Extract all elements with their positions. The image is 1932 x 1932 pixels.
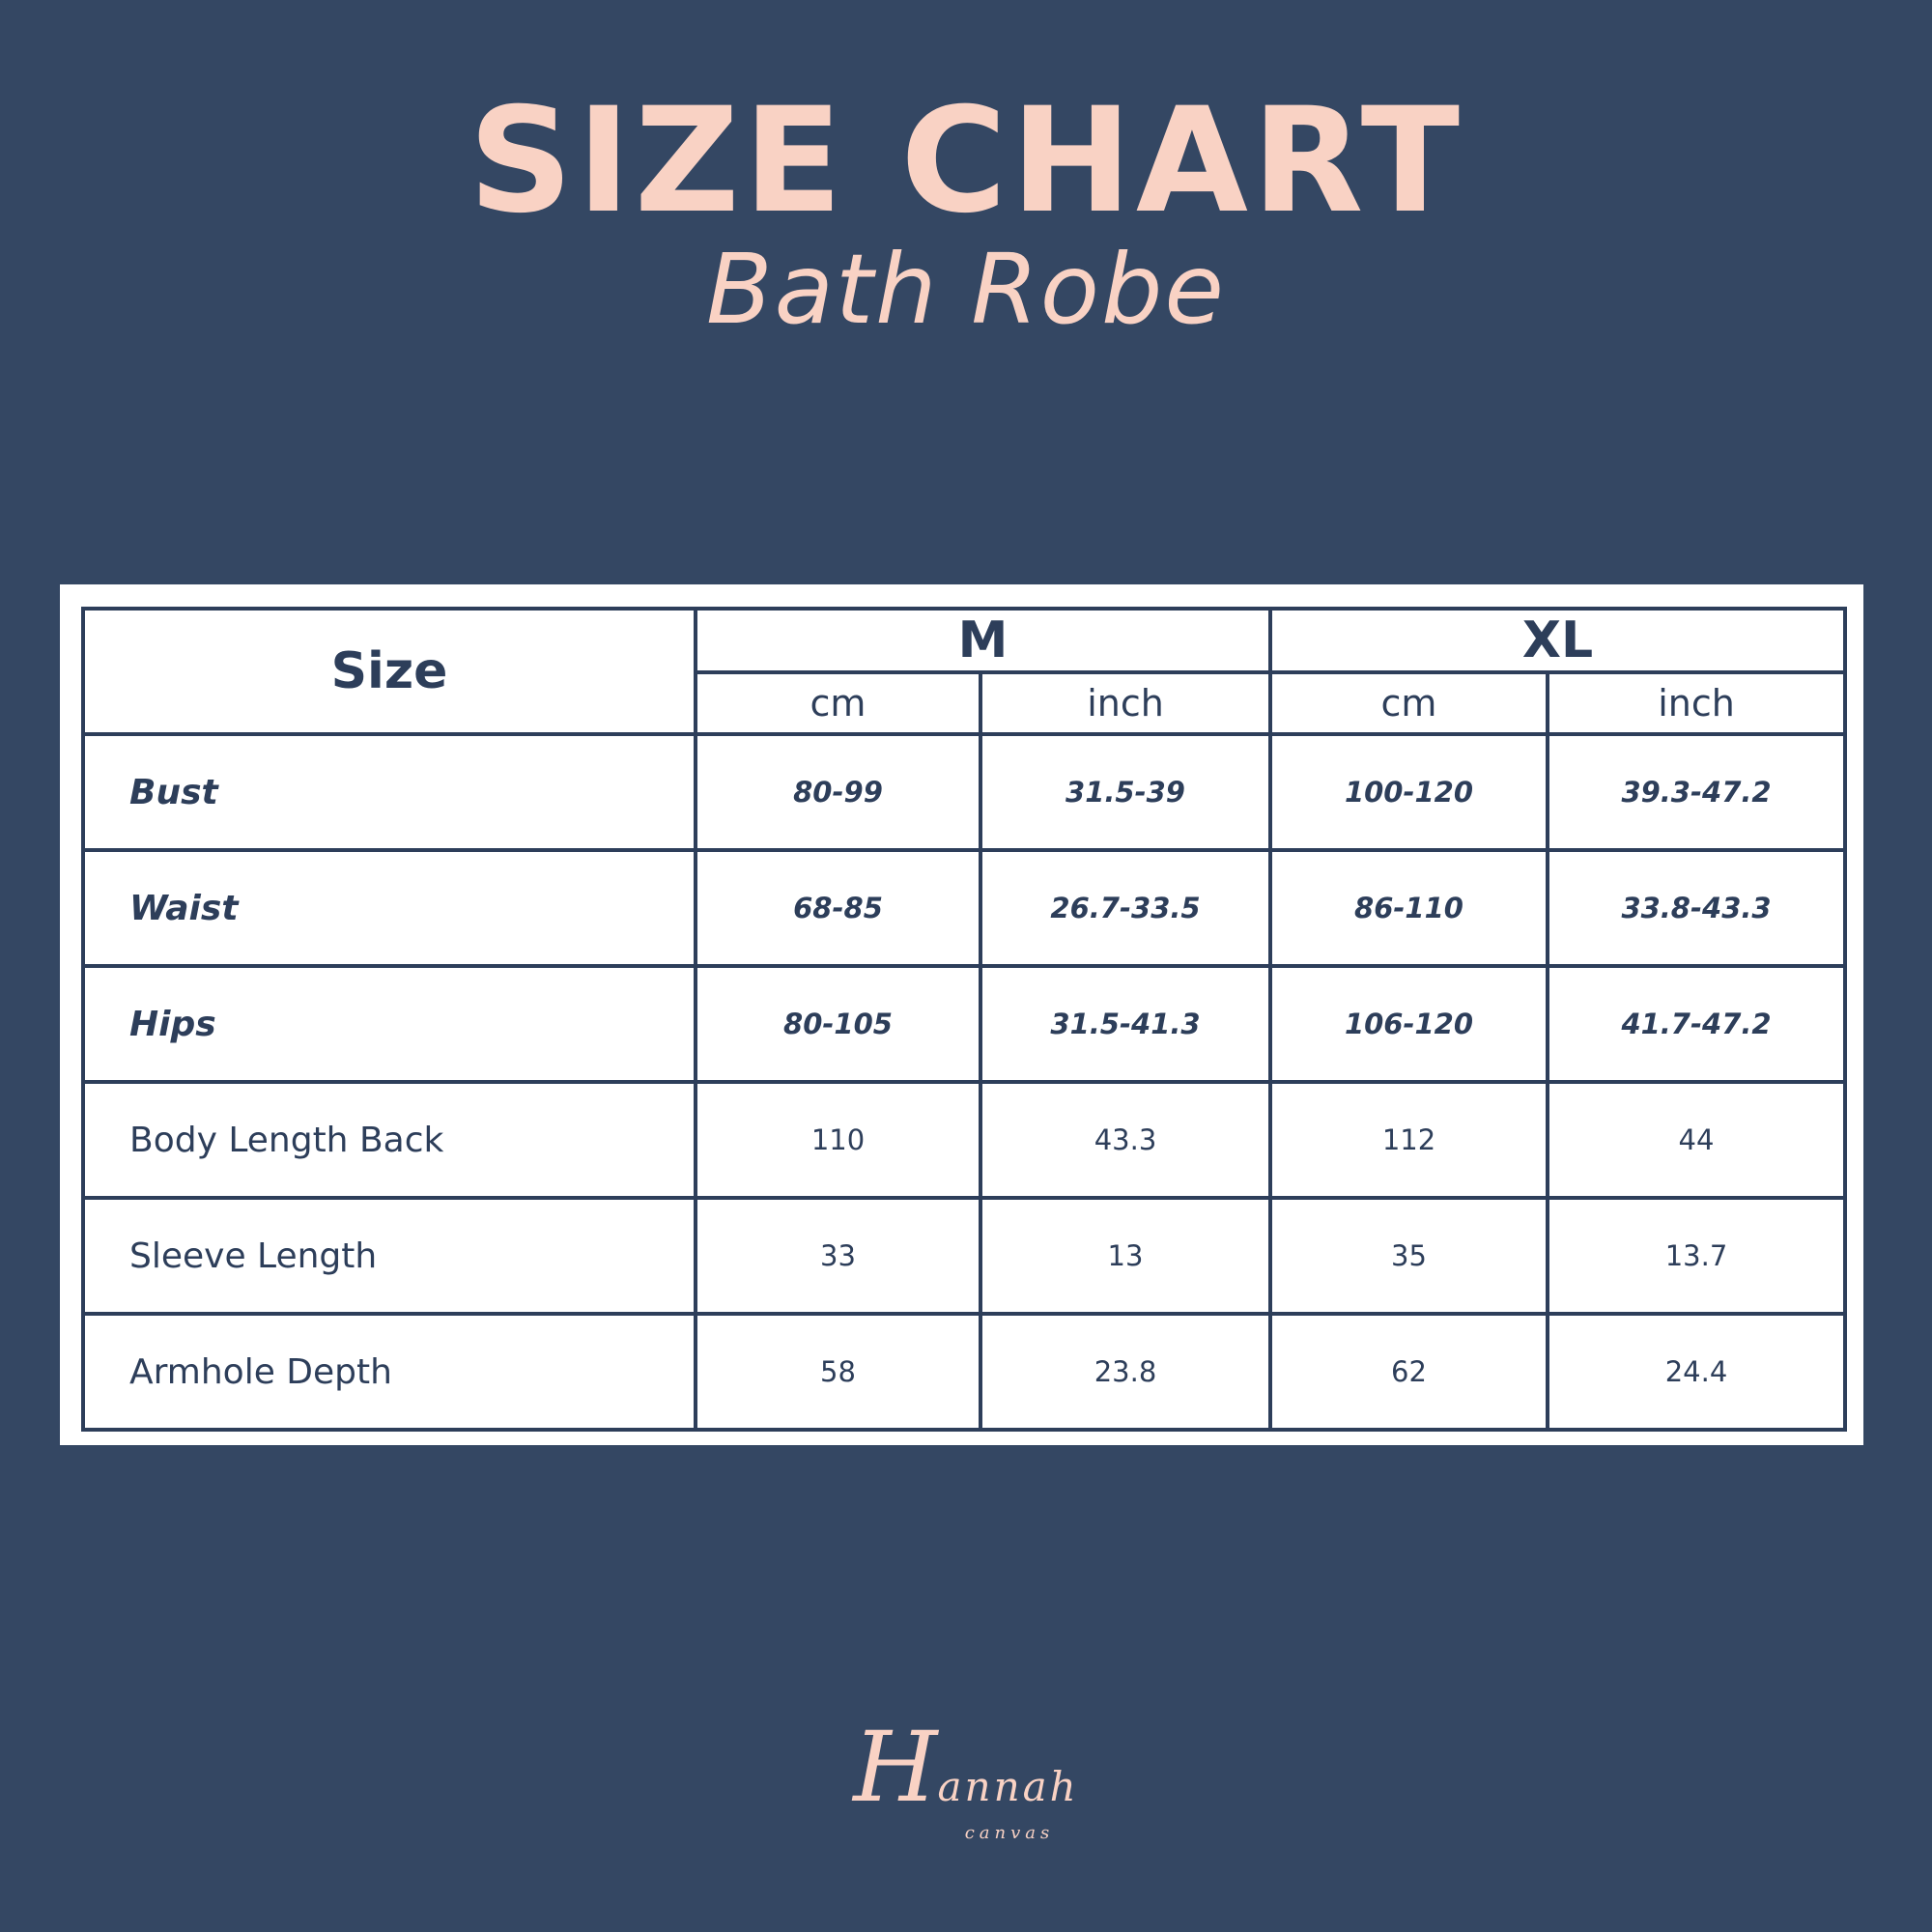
table-row: Body Length Back 110 43.3 112 44 [81,1080,1848,1200]
table-cell: 26.7-33.5 [979,848,1272,968]
size-header: Size [81,607,697,736]
table-row: Hips 80-105 31.5-41.3 106-120 41.7-47.2 [81,964,1848,1084]
table-row: Waist 68-85 26.7-33.5 86-110 33.8-43.3 [81,848,1848,968]
row-label: Bust [81,732,697,852]
table-cell: 80-105 [694,964,982,1084]
table-cell: 33.8-43.3 [1545,848,1848,968]
group-header-m: M [694,607,1272,674]
table-row: Sleeve Length 33 13 35 13.7 [81,1196,1848,1316]
table-cell: 58 [694,1312,982,1432]
table-cell: 80-99 [694,732,982,852]
logo-sub: canvas [964,1823,1055,1843]
unit-header: inch [979,670,1272,736]
table-cell: 110 [694,1080,982,1200]
page-subtitle: Bath Robe [706,233,1226,346]
table-cell: 13 [979,1196,1272,1316]
table-cell: 24.4 [1545,1312,1848,1432]
table-row: Armhole Depth 58 23.8 62 24.4 [81,1312,1848,1432]
size-table: Size M XL cm inch cm inch Bust 80-99 31.5-… [81,607,1848,1432]
row-label: Sleeve Length [81,1196,697,1316]
table-row: Bust 80-99 31.5-39 100-120 39.3-47.2 [81,732,1848,852]
table-cell: 44 [1545,1080,1848,1200]
page-title: SIZE CHART [468,77,1464,245]
row-label: Armhole Depth [81,1312,697,1432]
table-cell: 35 [1268,1196,1549,1316]
row-label: Waist [81,848,697,968]
unit-header: cm [1268,670,1549,736]
row-label: Hips [81,964,697,1084]
table-cell: 33 [694,1196,982,1316]
table-cell: 112 [1268,1080,1549,1200]
table-cell: 100-120 [1268,732,1549,852]
table-cell: 39.3-47.2 [1545,732,1848,852]
table-cell: 62 [1268,1312,1549,1432]
group-header-xl: XL [1267,607,1848,674]
table-cell: 41.7-47.2 [1545,964,1848,1084]
row-label: Body Length Back [81,1080,697,1200]
logo-name: annah [937,1763,1079,1810]
table-cell: 31.5-39 [979,732,1272,852]
unit-header: cm [694,670,982,736]
logo-initial: H [853,1711,938,1824]
table-cell: 13.7 [1545,1196,1848,1316]
unit-header: inch [1545,670,1848,736]
table-cell: 31.5-41.3 [979,964,1272,1084]
table-cell: 106-120 [1268,964,1549,1084]
table-cell: 23.8 [979,1312,1272,1432]
table-cell: 43.3 [979,1080,1272,1200]
table-cell: 86-110 [1268,848,1549,968]
table-cell: 68-85 [694,848,982,968]
